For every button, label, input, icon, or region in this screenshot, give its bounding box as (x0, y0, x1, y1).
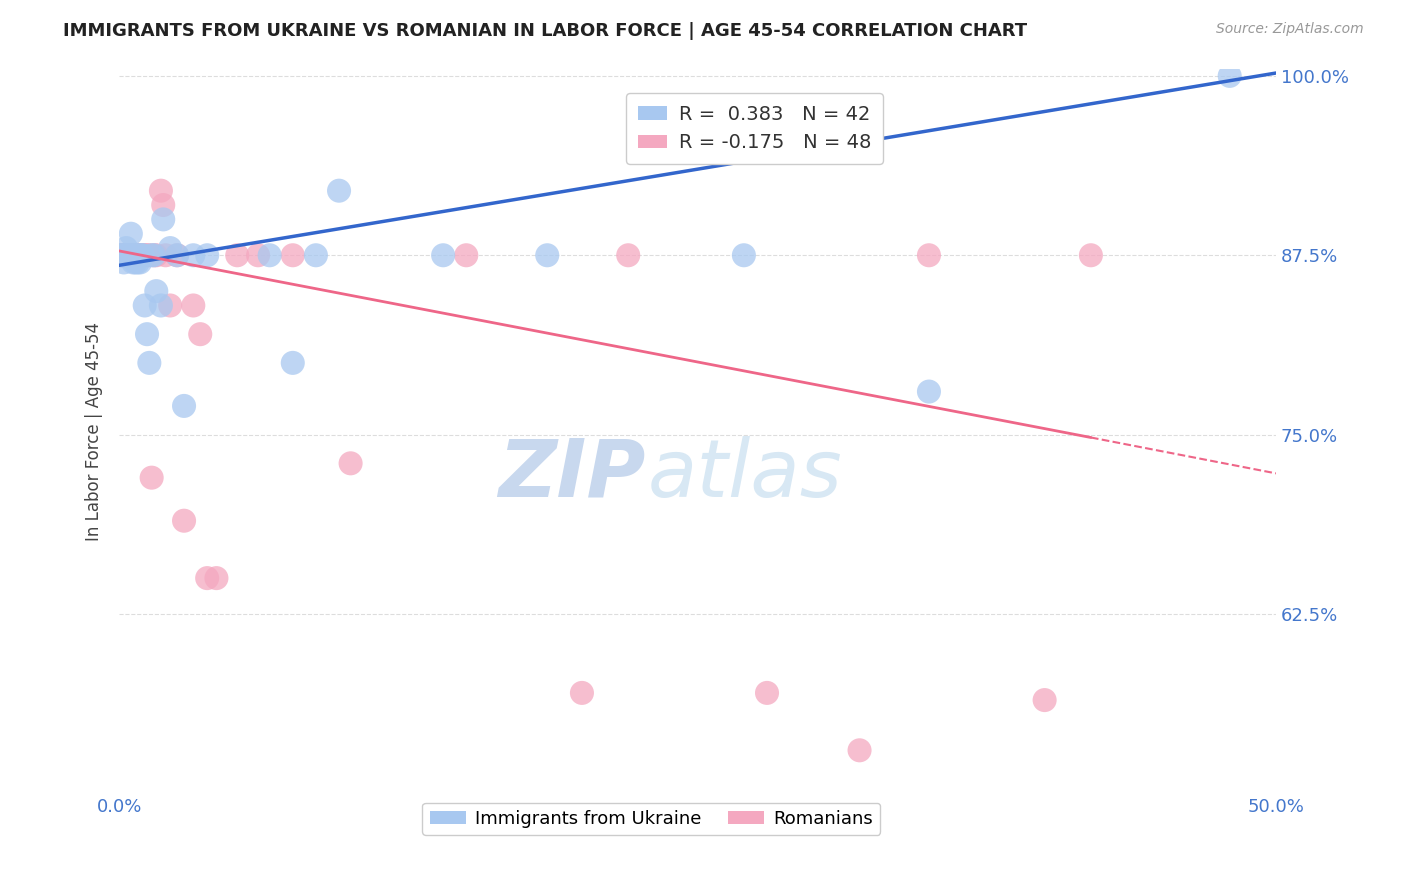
Point (124, 255, 146, 269)
Point (115, 248, 138, 262)
Point (152, 198, 174, 212)
Point (117, 248, 139, 262)
Point (145, 248, 167, 262)
Point (1219, 69, 1241, 83)
Point (124, 248, 146, 262)
Point (432, 248, 454, 262)
Point (112, 248, 135, 262)
Point (159, 298, 181, 312)
Point (166, 248, 188, 262)
Point (138, 356, 160, 370)
Point (918, 248, 941, 262)
Point (120, 227, 142, 241)
Point (205, 571, 228, 585)
Point (918, 384, 941, 399)
Point (131, 248, 153, 262)
Point (124, 248, 146, 262)
Point (117, 248, 139, 262)
Point (122, 248, 145, 262)
Point (122, 255, 145, 269)
Point (166, 248, 188, 262)
Point (134, 298, 156, 312)
Point (117, 248, 139, 262)
Point (110, 248, 132, 262)
Point (120, 248, 142, 262)
Point (173, 514, 195, 528)
Point (131, 248, 153, 262)
Point (131, 248, 153, 262)
Point (122, 248, 145, 262)
Point (127, 255, 149, 269)
Point (281, 248, 304, 262)
Point (122, 248, 145, 262)
Point (281, 356, 304, 370)
Point (155, 248, 177, 262)
Point (152, 212, 174, 227)
Point (115, 241, 138, 255)
Point (1033, 693, 1056, 707)
Point (339, 456, 361, 470)
Point (756, 686, 779, 700)
Point (456, 248, 478, 262)
Point (138, 248, 160, 262)
Point (1080, 248, 1102, 262)
Legend: Immigrants from Ukraine, Romanians: Immigrants from Ukraine, Romanians (422, 803, 880, 835)
Point (195, 571, 218, 585)
Point (536, 248, 558, 262)
Point (181, 248, 204, 262)
Point (129, 255, 152, 269)
Y-axis label: In Labor Force | Age 45-54: In Labor Force | Age 45-54 (86, 321, 103, 541)
Point (259, 248, 281, 262)
Point (120, 248, 142, 262)
Point (115, 248, 138, 262)
Point (159, 241, 181, 255)
Point (117, 248, 139, 262)
Point (127, 248, 149, 262)
Point (110, 248, 132, 262)
Point (129, 248, 152, 262)
Point (141, 471, 163, 485)
Point (145, 284, 167, 298)
Point (136, 327, 159, 342)
Text: ZIP: ZIP (498, 435, 645, 514)
Point (129, 248, 152, 262)
Point (305, 248, 328, 262)
Point (120, 248, 142, 262)
Point (127, 248, 149, 262)
Point (617, 248, 640, 262)
Point (143, 248, 166, 262)
Point (149, 184, 172, 198)
Point (571, 686, 593, 700)
Point (181, 298, 204, 312)
Point (247, 248, 270, 262)
Point (112, 248, 135, 262)
Point (131, 248, 153, 262)
Point (112, 255, 135, 269)
Text: IMMIGRANTS FROM UKRAINE VS ROMANIAN IN LABOR FORCE | AGE 45-54 CORRELATION CHART: IMMIGRANTS FROM UKRAINE VS ROMANIAN IN L… (63, 22, 1028, 40)
Point (195, 248, 218, 262)
Point (848, 743, 870, 757)
Point (328, 184, 350, 198)
Point (136, 248, 159, 262)
Point (141, 248, 163, 262)
Point (112, 248, 135, 262)
Text: Source: ZipAtlas.com: Source: ZipAtlas.com (1216, 22, 1364, 37)
Text: atlas: atlas (648, 435, 842, 514)
Point (188, 327, 211, 342)
Point (110, 248, 132, 262)
Point (173, 399, 195, 413)
Point (115, 248, 138, 262)
Point (134, 248, 156, 262)
Point (129, 248, 152, 262)
Point (143, 248, 166, 262)
Point (149, 298, 172, 312)
Point (226, 248, 249, 262)
Point (733, 248, 755, 262)
Point (124, 248, 146, 262)
Point (127, 248, 149, 262)
Point (110, 248, 132, 262)
